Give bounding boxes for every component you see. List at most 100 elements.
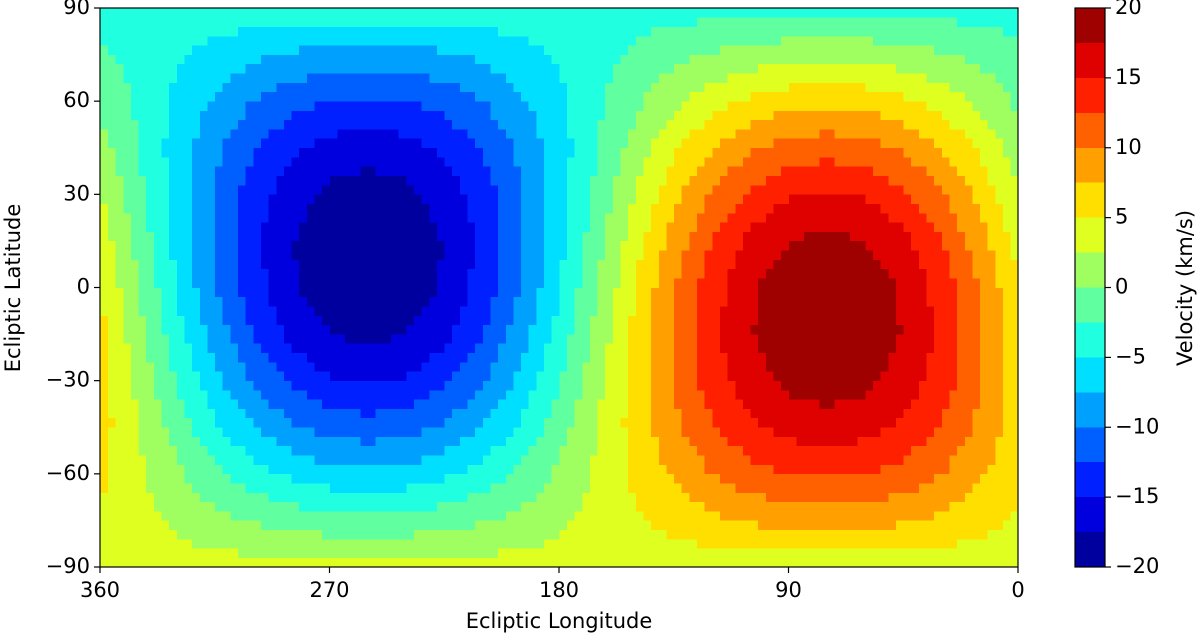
contour-cell — [222, 473, 231, 484]
contour-cell — [183, 426, 193, 437]
contour-cell — [941, 231, 950, 242]
contour-cell — [864, 352, 873, 363]
contour-cell — [650, 268, 659, 279]
contour-cell — [948, 520, 958, 531]
contour-cell — [260, 454, 269, 465]
contour-cell — [558, 221, 567, 232]
contour-cell — [612, 249, 621, 260]
contour-cell — [497, 277, 506, 288]
contour-cell — [918, 231, 927, 242]
contour-cell — [145, 231, 154, 242]
contour-cell — [99, 454, 108, 465]
contour-cell — [137, 268, 147, 279]
contour-cell — [222, 548, 231, 558]
contour-cell — [612, 361, 621, 372]
contour-cell — [375, 221, 384, 232]
contour-cell — [566, 548, 575, 558]
contour-cell — [581, 212, 590, 223]
contour-cell — [489, 194, 499, 204]
contour-cell — [122, 473, 131, 484]
contour-cell — [168, 454, 177, 465]
contour-cell — [872, 464, 881, 475]
contour-cell — [298, 212, 307, 223]
contour-cell — [742, 203, 751, 214]
contour-cell — [398, 371, 407, 381]
contour-cell — [910, 343, 919, 354]
contour-cell — [887, 399, 896, 409]
contour-cell — [811, 147, 820, 158]
contour-cell — [489, 268, 499, 279]
contour-cell — [566, 417, 575, 428]
contour-cell — [581, 380, 590, 391]
contour-cell — [352, 557, 361, 568]
contour-cell — [206, 408, 216, 419]
contour-cell — [574, 221, 583, 232]
contour-cell — [99, 417, 108, 428]
contour-cell — [749, 492, 759, 503]
contour-cell — [512, 343, 522, 354]
contour-cell — [925, 436, 935, 447]
contour-cell — [658, 557, 667, 568]
contour-cell — [971, 333, 981, 344]
contour-cell — [918, 520, 927, 531]
contour-cell — [696, 520, 705, 531]
contour-cell — [604, 203, 613, 214]
contour-cell — [252, 492, 261, 503]
contour-cell — [619, 454, 629, 465]
contour-cell — [658, 305, 667, 316]
contour-cell — [696, 371, 705, 381]
contour-cell — [528, 277, 537, 288]
contour-cell — [841, 287, 850, 298]
contour-cell — [512, 464, 522, 475]
contour-cell — [612, 352, 621, 363]
contour-cell — [834, 464, 843, 475]
contour-cell — [421, 194, 430, 204]
contour-cell — [749, 510, 759, 521]
contour-cell — [237, 548, 246, 558]
contour-cell — [933, 259, 942, 270]
contour-cell — [168, 501, 177, 512]
contour-cell — [245, 268, 254, 279]
contour-cell — [589, 296, 598, 307]
contour-cell — [681, 212, 690, 223]
contour-cell — [436, 194, 445, 204]
contour-cell — [574, 482, 583, 493]
contour-cell — [749, 399, 759, 409]
contour-cell — [283, 361, 292, 372]
contour-cell — [535, 529, 544, 540]
contour-cell — [765, 399, 774, 409]
contour-cell — [780, 231, 789, 242]
contour-cell — [642, 501, 652, 512]
contour-cell — [650, 296, 659, 307]
contour-cell — [329, 399, 338, 409]
contour-cell — [696, 277, 705, 288]
contour-cell — [964, 426, 973, 437]
contour-cell — [864, 296, 873, 307]
contour-cell — [183, 557, 193, 568]
contour-cell — [268, 305, 277, 316]
contour-cell — [658, 315, 667, 326]
contour-cell — [398, 194, 407, 204]
contour-cell — [206, 492, 216, 503]
contour-cell — [352, 436, 361, 447]
contour-cell — [864, 361, 873, 372]
contour-cell — [581, 333, 590, 344]
contour-cell — [918, 175, 927, 186]
contour-cell — [727, 445, 736, 456]
contour-cell — [237, 352, 246, 363]
contour-cell — [237, 296, 246, 307]
contour-cell — [497, 352, 506, 363]
contour-cell — [887, 315, 896, 326]
contour-cell — [283, 343, 292, 354]
contour-cell — [795, 492, 805, 503]
contour-cell — [872, 380, 881, 391]
contour-cell — [772, 175, 782, 186]
contour-cell — [107, 529, 116, 540]
contour-cell — [872, 212, 881, 223]
contour-cell — [497, 249, 506, 260]
contour-cell — [160, 315, 170, 326]
contour-cell — [826, 510, 835, 521]
contour-cell — [841, 371, 850, 381]
contour-cell — [658, 473, 667, 484]
contour-cell — [979, 482, 988, 493]
